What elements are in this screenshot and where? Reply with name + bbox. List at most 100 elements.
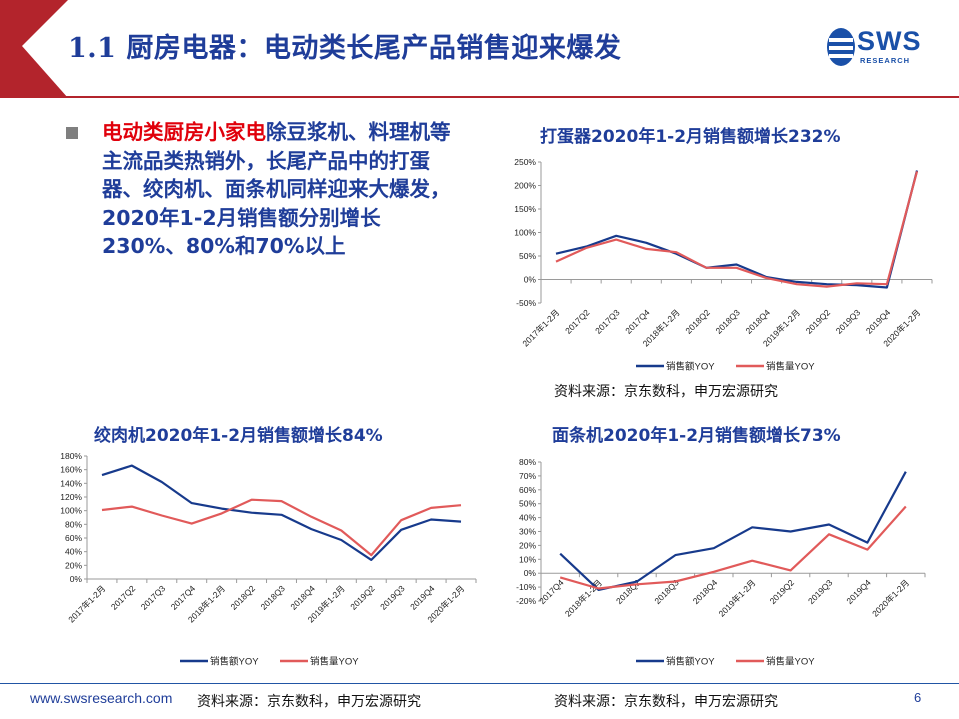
x-tick-label: 2019年1-2月 xyxy=(306,583,347,624)
legend-label: 销售额YOY xyxy=(666,656,715,668)
bullet-paragraph: 电动类厨房小家电除豆浆机、料理机等主流品类热销外，长尾产品中的打蛋器、绞肉机、面… xyxy=(102,118,452,261)
y-tick-label: 40% xyxy=(65,547,82,557)
y-tick-label: 140% xyxy=(60,478,82,488)
y-tick-label: 100% xyxy=(514,228,536,238)
x-tick-label: 2018Q4 xyxy=(691,577,720,606)
series-line-sales-volume xyxy=(101,498,462,557)
x-tick-label: 2020年1-2月 xyxy=(870,578,911,619)
x-tick-label: 2020年1-2月 xyxy=(425,583,466,624)
footer-divider xyxy=(0,683,959,684)
x-tick-label: 2017Q4 xyxy=(537,577,566,606)
x-tick-label: 2017Q2 xyxy=(109,583,138,612)
corner-accent xyxy=(0,0,68,98)
y-tick-label: 150% xyxy=(514,204,536,214)
bullet-body: 除豆浆机、料理机等主流品类热销外，长尾产品中的打蛋器、绞肉机、面条机同样迎来大爆… xyxy=(102,120,451,258)
x-tick-label: 2017Q3 xyxy=(593,307,622,336)
y-tick-label: -50% xyxy=(516,298,536,308)
y-tick-label: 10% xyxy=(519,554,536,564)
legend-label: 销售量YOY xyxy=(766,361,815,373)
legend-label: 销售额YOY xyxy=(210,656,259,668)
page-number: 6 xyxy=(914,690,922,705)
y-tick-label: 50% xyxy=(519,251,536,261)
y-tick-label: -10% xyxy=(516,582,536,592)
x-tick-label: 2017年1-2月 xyxy=(520,307,561,348)
x-tick-label: 2018Q3 xyxy=(652,577,681,606)
x-tick-label: 2018年1-2月 xyxy=(563,578,604,619)
y-tick-label: -20% xyxy=(516,596,536,606)
y-tick-label: 60% xyxy=(65,533,82,543)
x-tick-label: 2018Q3 xyxy=(713,307,742,336)
x-tick-label: 2019年1-2月 xyxy=(716,578,757,619)
bullet-square-icon xyxy=(66,127,78,139)
y-tick-label: 180% xyxy=(60,451,82,461)
x-tick-label: 2018Q3 xyxy=(258,583,287,612)
x-tick-label: 2019Q3 xyxy=(378,583,407,612)
x-tick-label: 2019Q4 xyxy=(864,307,893,336)
y-tick-label: 100% xyxy=(60,506,82,516)
bullet-highlight: 电动类厨房小家电 xyxy=(102,120,266,144)
logo-subtext: RESEARCH xyxy=(860,56,911,65)
header-divider xyxy=(22,96,959,98)
source-note-bottom-right: 资料来源：京东数科，申万宏源研究 xyxy=(554,694,778,710)
legend-label: 销售量YOY xyxy=(766,656,815,668)
x-tick-label: 2017Q2 xyxy=(563,307,592,336)
x-tick-label: 2017Q4 xyxy=(169,583,198,612)
y-tick-label: 40% xyxy=(519,513,536,523)
logo-text: SWS xyxy=(857,26,922,56)
page-title: 1.1 厨房电器：电动类长尾产品销售迎来爆发 xyxy=(68,33,622,64)
y-tick-label: 250% xyxy=(514,157,536,167)
x-tick-label: 2019Q3 xyxy=(806,577,835,606)
chart-title-egg-beater: 打蛋器2020年1-2月销售额增长232% xyxy=(540,127,841,147)
y-tick-label: 120% xyxy=(60,492,82,502)
y-tick-label: 80% xyxy=(519,457,536,467)
chart-title-meat-grinder: 绞肉机2020年1-2月销售额增长84% xyxy=(94,426,383,446)
footer-url: www.swsresearch.com xyxy=(30,690,173,706)
x-tick-label: 2018年1-2月 xyxy=(186,583,227,624)
x-tick-label: 2018Q2 xyxy=(229,583,258,612)
x-tick-label: 2017年1-2月 xyxy=(66,583,107,624)
x-tick-label: 2019Q4 xyxy=(408,583,437,612)
x-tick-label: 2018年1-2月 xyxy=(641,307,682,348)
x-tick-label: 2019Q2 xyxy=(348,583,377,612)
legend-label: 销售额YOY xyxy=(666,361,715,373)
series-line-sales-volume xyxy=(559,505,907,590)
chart-title-noodle-maker: 面条机2020年1-2月销售额增长73% xyxy=(552,426,841,446)
sws-logo: SWS RESEARCH xyxy=(826,26,938,70)
legend-label: 销售量YOY xyxy=(310,656,359,668)
y-tick-label: 0% xyxy=(524,275,537,285)
slide-header: 1.1 厨房电器：电动类长尾产品销售迎来爆发 SWS RESEARCH xyxy=(0,0,959,98)
x-tick-label: 2018Q2 xyxy=(614,577,643,606)
x-tick-label: 2019Q4 xyxy=(844,577,873,606)
x-tick-label: 2018Q4 xyxy=(288,583,317,612)
source-note-top-right: 资料来源：京东数科，申万宏源研究 xyxy=(554,384,778,400)
logo-icon xyxy=(827,28,855,66)
y-tick-label: 200% xyxy=(514,181,536,191)
y-tick-label: 50% xyxy=(519,499,536,509)
series-line-sales-amount xyxy=(559,471,907,592)
x-tick-label: 2017Q3 xyxy=(139,583,168,612)
x-tick-label: 2019Q2 xyxy=(768,577,797,606)
x-tick-label: 2018Q4 xyxy=(744,307,773,336)
y-tick-label: 0% xyxy=(524,568,537,578)
series-line-sales-amount xyxy=(101,464,462,562)
y-tick-label: 30% xyxy=(519,527,536,537)
y-tick-label: 160% xyxy=(60,465,82,475)
x-tick-label: 2019年1-2月 xyxy=(761,307,802,348)
x-tick-label: 2020年1-2月 xyxy=(881,307,922,348)
x-tick-label: 2019Q2 xyxy=(804,307,833,336)
y-tick-label: 60% xyxy=(519,485,536,495)
x-tick-label: 2018Q2 xyxy=(683,307,712,336)
y-tick-label: 80% xyxy=(65,519,82,529)
source-note-bottom-left: 资料来源：京东数科，申万宏源研究 xyxy=(197,694,421,710)
y-tick-label: 20% xyxy=(519,540,536,550)
series-line-sales-amount xyxy=(555,170,919,289)
x-tick-label: 2019Q3 xyxy=(834,307,863,336)
y-tick-label: 0% xyxy=(70,574,83,584)
y-tick-label: 70% xyxy=(519,471,536,481)
y-tick-label: 20% xyxy=(65,560,82,570)
x-tick-label: 2017Q4 xyxy=(623,307,652,336)
series-line-sales-volume xyxy=(555,171,919,288)
